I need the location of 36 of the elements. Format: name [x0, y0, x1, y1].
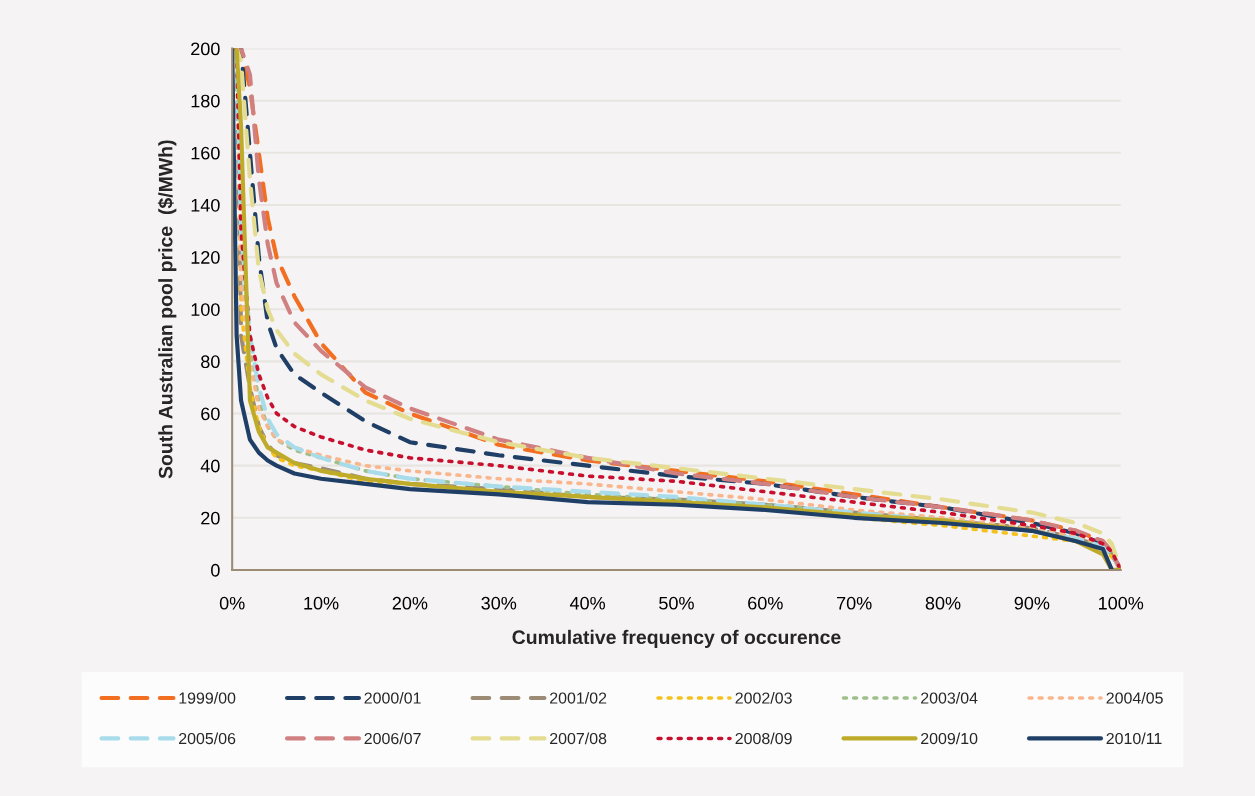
x-tick-label: 40% — [569, 596, 606, 610]
legend-label: 2008/09 — [735, 732, 792, 745]
y-tick-label: 40 — [200, 459, 220, 473]
x-tick-label: 60% — [748, 596, 783, 610]
x-tick-label: 0% — [219, 596, 245, 610]
y-tick-label: 100 — [191, 303, 220, 316]
x-tick-label: 80% — [925, 596, 961, 610]
x-axis-title: Cumulative frequency of occurence — [512, 629, 841, 648]
y-tick-label: 160 — [191, 146, 220, 160]
legend-label: 2010/11 — [1106, 732, 1162, 745]
y-tick-label: 20 — [201, 511, 220, 525]
y-tick-label: 180 — [191, 94, 220, 108]
x-tick-label: 90% — [1014, 596, 1050, 610]
y-tick-label: 60 — [201, 407, 220, 421]
y-tick-label: 140 — [191, 198, 220, 212]
x-tick-label: 100% — [1099, 596, 1144, 610]
legend-label: 2005/06 — [179, 732, 236, 745]
legend-label: 2001/02 — [550, 692, 607, 704]
x-tick-label: 30% — [481, 596, 517, 610]
x-tick-label: 70% — [837, 596, 872, 610]
legend-label: 2003/04 — [921, 692, 978, 704]
legend-label: 2007/08 — [550, 732, 607, 745]
y-axis-title: South Australian pool price ($/MWh) — [157, 140, 177, 479]
x-tick-label: 20% — [392, 596, 428, 610]
legend-label: 2004/05 — [1106, 692, 1163, 704]
y-tick-label: 200 — [191, 42, 220, 56]
y-tick-label: 120 — [191, 251, 220, 264]
legend-label: 2000/01 — [364, 692, 421, 704]
y-tick-label: 0 — [211, 563, 220, 577]
x-tick-label: 10% — [304, 596, 339, 610]
legend-label: 2009/10 — [921, 732, 978, 745]
y-tick-label: 80 — [201, 355, 220, 369]
x-tick-label: 50% — [659, 596, 694, 610]
legend-label: 1999/00 — [179, 692, 236, 704]
legend-label: 2006/07 — [364, 732, 421, 745]
legend-label: 2002/03 — [735, 692, 792, 704]
